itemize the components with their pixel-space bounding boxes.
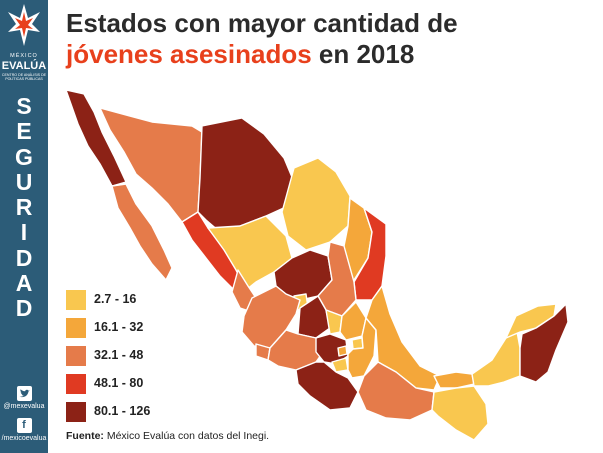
legend-label: 48.1 - 80: [94, 376, 144, 390]
state-tamaulipas: [353, 207, 387, 301]
twitter-handle: @mexevalua: [3, 403, 45, 410]
logo-subtitle: CENTRO DE ANÁLISIS DE POLÍTICAS PÚBLICAS: [1, 73, 47, 82]
sidebar: MÉXICO EVALÚA CENTRO DE ANÁLISIS DE POLÍ…: [0, 0, 48, 453]
mexico-map: [65, 89, 569, 441]
logo-star-icon: [8, 4, 40, 46]
legend-swatch: [66, 374, 86, 394]
legend-label: 80.1 - 126: [94, 404, 151, 418]
facebook-icon: f: [16, 418, 32, 433]
section-letter: D: [15, 295, 33, 322]
title-line-1: Estados con mayor cantidad de: [66, 8, 458, 38]
facebook-link[interactable]: f /mexicoevalua: [0, 418, 48, 442]
section-letter: U: [15, 168, 33, 195]
legend-label: 2.7 - 16: [94, 292, 137, 306]
legend-item: 32.1 - 48: [66, 346, 206, 366]
page-title: Estados con mayor cantidad de jóvenes as…: [66, 8, 596, 70]
source-text: México Evalúa con datos del Inegi.: [103, 430, 270, 442]
state-coahuila: [281, 157, 351, 251]
legend-label: 32.1 - 48: [94, 348, 144, 362]
state-baja-california: [65, 89, 127, 187]
title-accent: jóvenes asesinados: [66, 39, 312, 69]
section-letter: D: [15, 244, 33, 271]
section-letter: S: [16, 93, 32, 119]
legend-swatch: [66, 318, 86, 338]
state-chihuahua: [197, 117, 295, 233]
state-veracruz: [365, 285, 441, 391]
legend-item: 80.1 - 126: [66, 402, 206, 422]
legend-swatch: [66, 402, 86, 422]
state-yucatan: [505, 303, 557, 339]
legend-swatch: [66, 346, 86, 366]
state-tlaxcala: [351, 337, 364, 350]
legend-item: 16.1 - 32: [66, 318, 206, 338]
source-note: Fuente: México Evalúa con datos del Ineg…: [66, 430, 269, 442]
title-rest: en 2018: [311, 39, 415, 69]
state-baja-california-sur: [111, 183, 173, 281]
twitter-icon: [16, 386, 32, 401]
twitter-link[interactable]: @mexevalua: [0, 386, 48, 410]
section-letter: R: [15, 194, 33, 221]
section-letter: A: [15, 270, 33, 297]
section-letter: E: [16, 118, 32, 145]
legend-item: 48.1 - 80: [66, 374, 206, 394]
state-quintana-roo: [519, 303, 569, 383]
legend-label: 16.1 - 32: [94, 320, 144, 334]
legend-item: 2.7 - 16: [66, 290, 206, 310]
state-chiapas: [431, 385, 489, 441]
section-letter: G: [15, 143, 33, 170]
state-tabasco: [433, 371, 475, 389]
logo: MÉXICO EVALÚA CENTRO DE ANÁLISIS DE POLÍ…: [0, 0, 48, 92]
section-letter: I: [20, 219, 28, 246]
legend-swatch: [66, 290, 86, 310]
logo-name: EVALÚA: [1, 60, 47, 72]
title-line-2: jóvenes asesinados en 2018: [66, 39, 596, 70]
logo-top-text: MÉXICO: [10, 53, 38, 59]
state-ciudad-de-mexico: [337, 345, 348, 357]
source-label: Fuente:: [66, 430, 104, 442]
facebook-handle: /mexicoevalua: [1, 435, 47, 442]
